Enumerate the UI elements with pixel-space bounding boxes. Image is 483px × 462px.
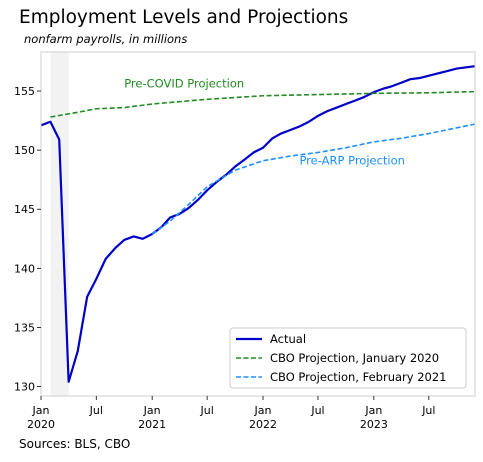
chart-title: Employment Levels and Projections xyxy=(19,7,349,28)
recession-shading-layer xyxy=(50,52,69,396)
chart-subtitle: nonfarm payrolls, in millions xyxy=(24,32,188,46)
x-tick-label: 2020 xyxy=(27,418,55,431)
annotation-2: Pre-ARP Projection xyxy=(299,153,405,167)
x-tick-label: Jul xyxy=(199,404,213,417)
x-tick-label: Jan xyxy=(143,404,161,417)
x-tick-label: 2023 xyxy=(360,418,388,431)
legend-label-1: Actual xyxy=(270,332,306,346)
y-tick-label: 130 xyxy=(14,381,35,394)
x-tick-label: 2021 xyxy=(138,418,166,431)
series-layer xyxy=(40,65,476,383)
series-line-1 xyxy=(40,65,476,383)
x-tick-label: Jul xyxy=(310,404,324,417)
y-tick-label: 155 xyxy=(14,85,35,98)
source-note: Sources: BLS, CBO xyxy=(19,437,131,451)
recession-shading xyxy=(50,52,69,396)
annotation-1: Pre-COVID Projection xyxy=(124,76,244,90)
series-line-2 xyxy=(50,90,476,118)
series-line-3 xyxy=(151,123,476,235)
plot-frame xyxy=(40,51,476,397)
legend-label-2: CBO Projection, January 2020 xyxy=(270,351,439,365)
legend: Actual CBO Projection, January 2020 CBO Pr… xyxy=(229,327,467,389)
x-tick-label: Jan xyxy=(364,404,382,417)
x-tick-label: Jul xyxy=(421,404,435,417)
y-tick-label: 145 xyxy=(14,203,35,216)
x-tick-label: Jan xyxy=(254,404,272,417)
y-tick-label: 150 xyxy=(14,144,35,157)
y-tick-label: 140 xyxy=(14,262,35,275)
annotation-layer: Pre-COVID Projection Pre-ARP Projection xyxy=(124,76,405,167)
x-tick-label: Jan xyxy=(32,404,50,417)
x-tick-label: 2022 xyxy=(249,418,277,431)
legend-label-3: CBO Projection, February 2021 xyxy=(270,370,446,384)
legend-box xyxy=(229,327,467,389)
x-tick-label: Jul xyxy=(89,404,103,417)
y-tick-label: 135 xyxy=(14,321,35,334)
